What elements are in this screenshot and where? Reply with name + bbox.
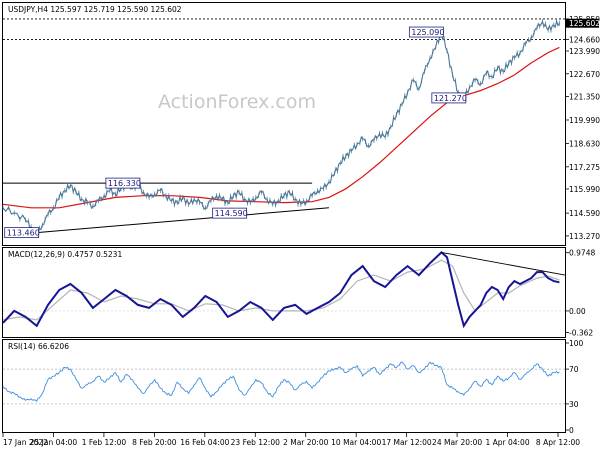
rsi-tick-label: 0 [569,426,574,435]
rsi-tick-label: 30 [569,400,579,409]
x-tick-label: 24 Mar 20:00 [432,438,482,447]
x-tick-label: 17 Mar 12:00 [382,438,432,447]
x-tick-label: 1 Apr 04:00 [485,438,529,447]
price-header: USDJPY,H4 125.597 125.719 125.590 125.60… [8,5,182,14]
price-tick-label: 118.630 [569,139,600,148]
price-annotation-label: 125.090 [411,28,444,37]
price-annotation-box [4,227,40,239]
price-annotation-box [212,207,248,219]
price-panel: 125.850125.602124.660123.990122.670121.3… [2,15,600,241]
price-annotation-box [431,92,467,104]
rsi-panel-frame [2,339,566,433]
price-tick-label: 114.590 [569,209,600,218]
x-tick-label: 23 Feb 12:00 [231,438,280,447]
price-tick-label: 113.270 [569,232,600,241]
rsi-header: RSI(14) 66.6206 [8,342,69,351]
x-tick-label: 16 Feb 04:00 [180,438,229,447]
price-tick-label: 125.602 [569,19,600,28]
macd-tick-label: 0.00 [569,307,586,316]
support-trendline [36,207,330,234]
rsi-panel: 100 70 30 0 [2,339,584,435]
price-annotation-label: 116.330 [108,179,141,188]
macd-panel-frame [2,247,566,338]
rsi-tick-label: 70 [569,365,579,374]
rsi-line [2,361,560,403]
macd-header: MACD(12,26,9) 0.4757 0.5231 [8,250,122,259]
price-annotation-label: 121.270 [434,94,467,103]
macd-line [2,251,560,329]
price-tick-label: 122.670 [569,70,600,79]
x-tick-label: 10 Mar 04:00 [331,438,381,447]
macd-tick-label: -0.362 [569,329,593,338]
x-tick-label: 8 Feb 20:00 [132,438,177,447]
price-line [2,19,560,235]
price-tick-label: 117.275 [569,163,600,172]
watermark: ActionForex.com [158,91,316,113]
price-tick-label: 121.350 [569,93,600,102]
macd-divergence-line [441,251,566,276]
macd-tick-label: 0.9748 [569,249,595,258]
x-tick-label: 2 Mar 20:00 [283,438,329,447]
rsi-tick-label: 100 [569,339,584,348]
price-annotation-label: 114.590 [215,209,248,218]
moving-average-line [2,46,560,209]
x-tick-label: 25 Jan 04:00 [30,438,78,447]
x-tick-label: 1 Feb 12:00 [82,438,127,447]
price-tick-label: 119.990 [569,116,600,125]
price-annotation-box [408,26,444,38]
current-price-tag [566,18,599,28]
macd-signal-line [2,259,560,321]
x-tick-label: 17 Jan 2022 [3,438,48,447]
price-tick-label: 115.990 [569,185,600,194]
price-panel-frame [2,2,566,246]
price-annotation-label: 113.460 [7,229,40,238]
price-tick-label: 123.990 [569,47,600,56]
x-tick-label: 8 Apr 12:00 [536,438,580,447]
macd-panel: 0.9748 0.00 -0.362 [2,249,595,338]
price-tick-label: 124.660 [569,35,600,44]
price-annotation-box [105,177,141,189]
